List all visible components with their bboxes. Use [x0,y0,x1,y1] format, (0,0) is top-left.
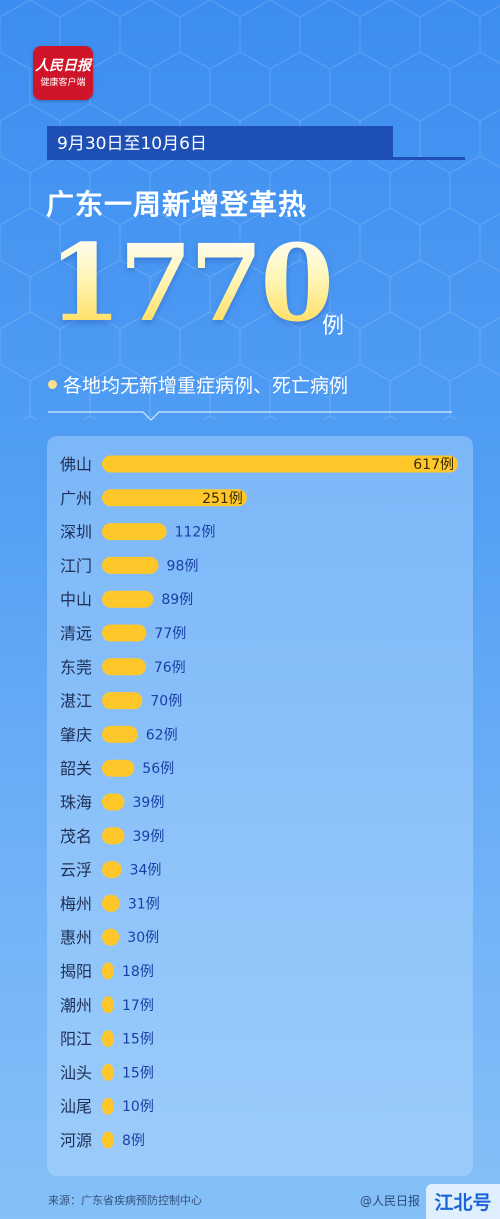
bar [102,1097,114,1115]
value-label: 17例 [122,998,154,1014]
bar [102,759,135,777]
value-label: 62例 [146,727,178,743]
category-label: 湛江 [60,692,92,711]
value-label: 89例 [161,592,193,608]
value-label: 76例 [154,660,186,676]
category-label: 中山 [60,590,92,609]
value-label: 10例 [122,1099,154,1115]
note-row: 各地均无新增重症病例、死亡病例 [48,371,348,398]
value-label: 8例 [122,1133,145,1149]
bar [102,455,458,473]
bar [102,894,120,912]
corner-badge: 江北号 [426,1184,500,1219]
logo-text-main: 人民日报 [35,57,91,74]
credit-text: @人民日报 [360,1194,421,1208]
category-label: 揭阳 [60,962,92,981]
value-label: 39例 [133,829,165,845]
bar [102,928,120,946]
bar [102,523,167,541]
bar [102,827,125,845]
value-label: 39例 [133,795,165,811]
bar [102,1030,114,1048]
logo-text-sub: 健康客户端 [40,77,86,88]
bar [102,962,114,980]
category-label: 韶关 [60,759,92,778]
category-label: 汕头 [60,1063,92,1082]
bar [102,489,247,507]
value-label: 31例 [128,896,160,912]
category-label: 清远 [60,624,92,643]
total-unit: 例 [322,314,345,339]
value-label: 77例 [154,626,186,642]
bar [102,590,154,608]
category-label: 汕尾 [60,1097,92,1116]
bar [102,996,114,1014]
category-label: 惠州 [60,928,92,947]
people-daily-health-logo: 人民日报 健康客户端 [33,46,93,100]
value-label: 56例 [142,761,174,777]
value-label: 18例 [122,964,154,980]
headline: 广东一周新增登革热 [46,188,308,221]
category-label: 珠海 [60,793,92,812]
category-label: 深圳 [60,523,92,542]
value-label: 251例 [202,491,243,507]
category-label: 茂名 [60,827,92,846]
bar [102,556,159,574]
bar [102,793,125,811]
value-label: 34例 [130,863,162,879]
value-label: 70例 [150,694,182,710]
value-label: 98例 [167,558,199,574]
value-label: 617例 [413,457,454,473]
value-label: 30例 [127,930,159,946]
note-text: 各地均无新增重症病例、死亡病例 [63,375,349,397]
bar [102,658,146,676]
value-label: 112例 [175,525,216,541]
bullet-icon [48,380,57,389]
category-label: 阳江 [60,1030,92,1049]
source-text: 来源：广东省疾病预防控制中心 [48,1194,202,1207]
category-label: 云浮 [60,861,92,880]
bar [102,725,138,743]
category-label: 广州 [60,489,92,508]
bar [102,692,143,710]
category-label: 河源 [60,1131,92,1150]
category-label: 潮州 [60,996,92,1015]
category-label: 东莞 [60,658,92,677]
bar [102,1131,114,1149]
total-count: 1770 [48,220,334,345]
category-label: 佛山 [60,455,92,474]
category-label: 肇庆 [60,725,92,744]
value-label: 15例 [122,1032,154,1048]
value-label: 15例 [122,1065,154,1081]
date-range-tag: 9月30日至10月6日 [47,126,465,160]
category-label: 梅州 [60,894,92,913]
chart-panel: 佛山 617例广州 251例深圳 112例江门 98例中山 89例清远 77例东莞 76例湛江… [47,436,473,1176]
bar [102,624,147,642]
bar [102,861,122,879]
date-range-text: 9月30日至10月6日 [57,134,207,154]
category-label: 江门 [60,556,92,575]
bar [102,1063,114,1081]
divider-with-notch [48,411,452,421]
